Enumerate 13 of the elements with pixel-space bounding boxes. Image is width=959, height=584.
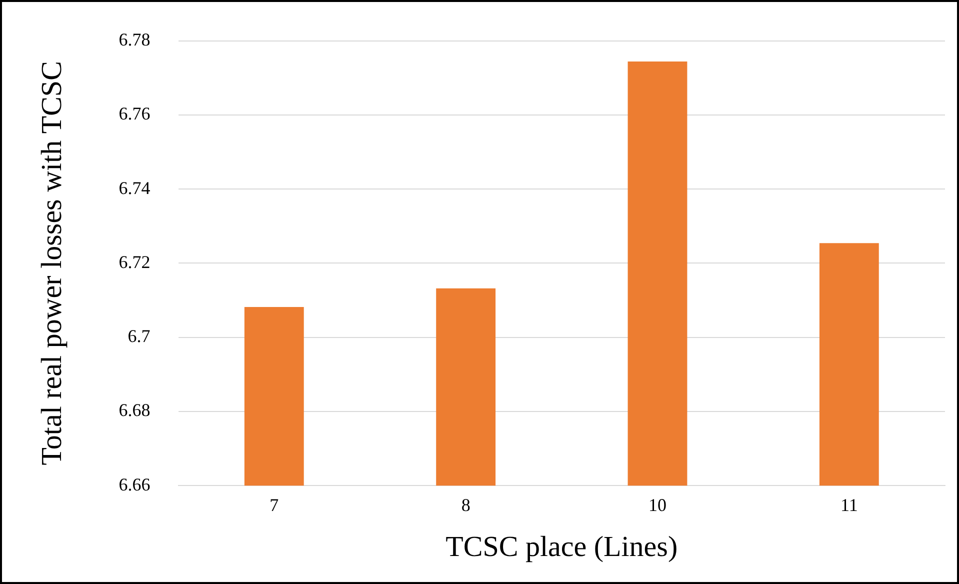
y-tick-label: 6.72 [118, 252, 150, 272]
y-tick-label: 6.68 [118, 400, 150, 420]
y-tick-label: 6.78 [118, 30, 150, 50]
x-tick-label: 11 [840, 495, 858, 516]
x-axis-title: TCSC place (Lines) [446, 531, 678, 564]
y-tick-label: 6.76 [118, 104, 150, 124]
x-tick-label: 8 [461, 495, 470, 516]
x-tick-label: 10 [648, 495, 666, 516]
y-tick-label: 6.7 [128, 326, 150, 346]
y-tick-label: 6.74 [118, 178, 150, 198]
x-tick-label: 7 [270, 495, 279, 516]
y-axis-title: Total real power losses with TCSC [36, 61, 68, 466]
y-tick-label: 6.66 [118, 474, 150, 494]
